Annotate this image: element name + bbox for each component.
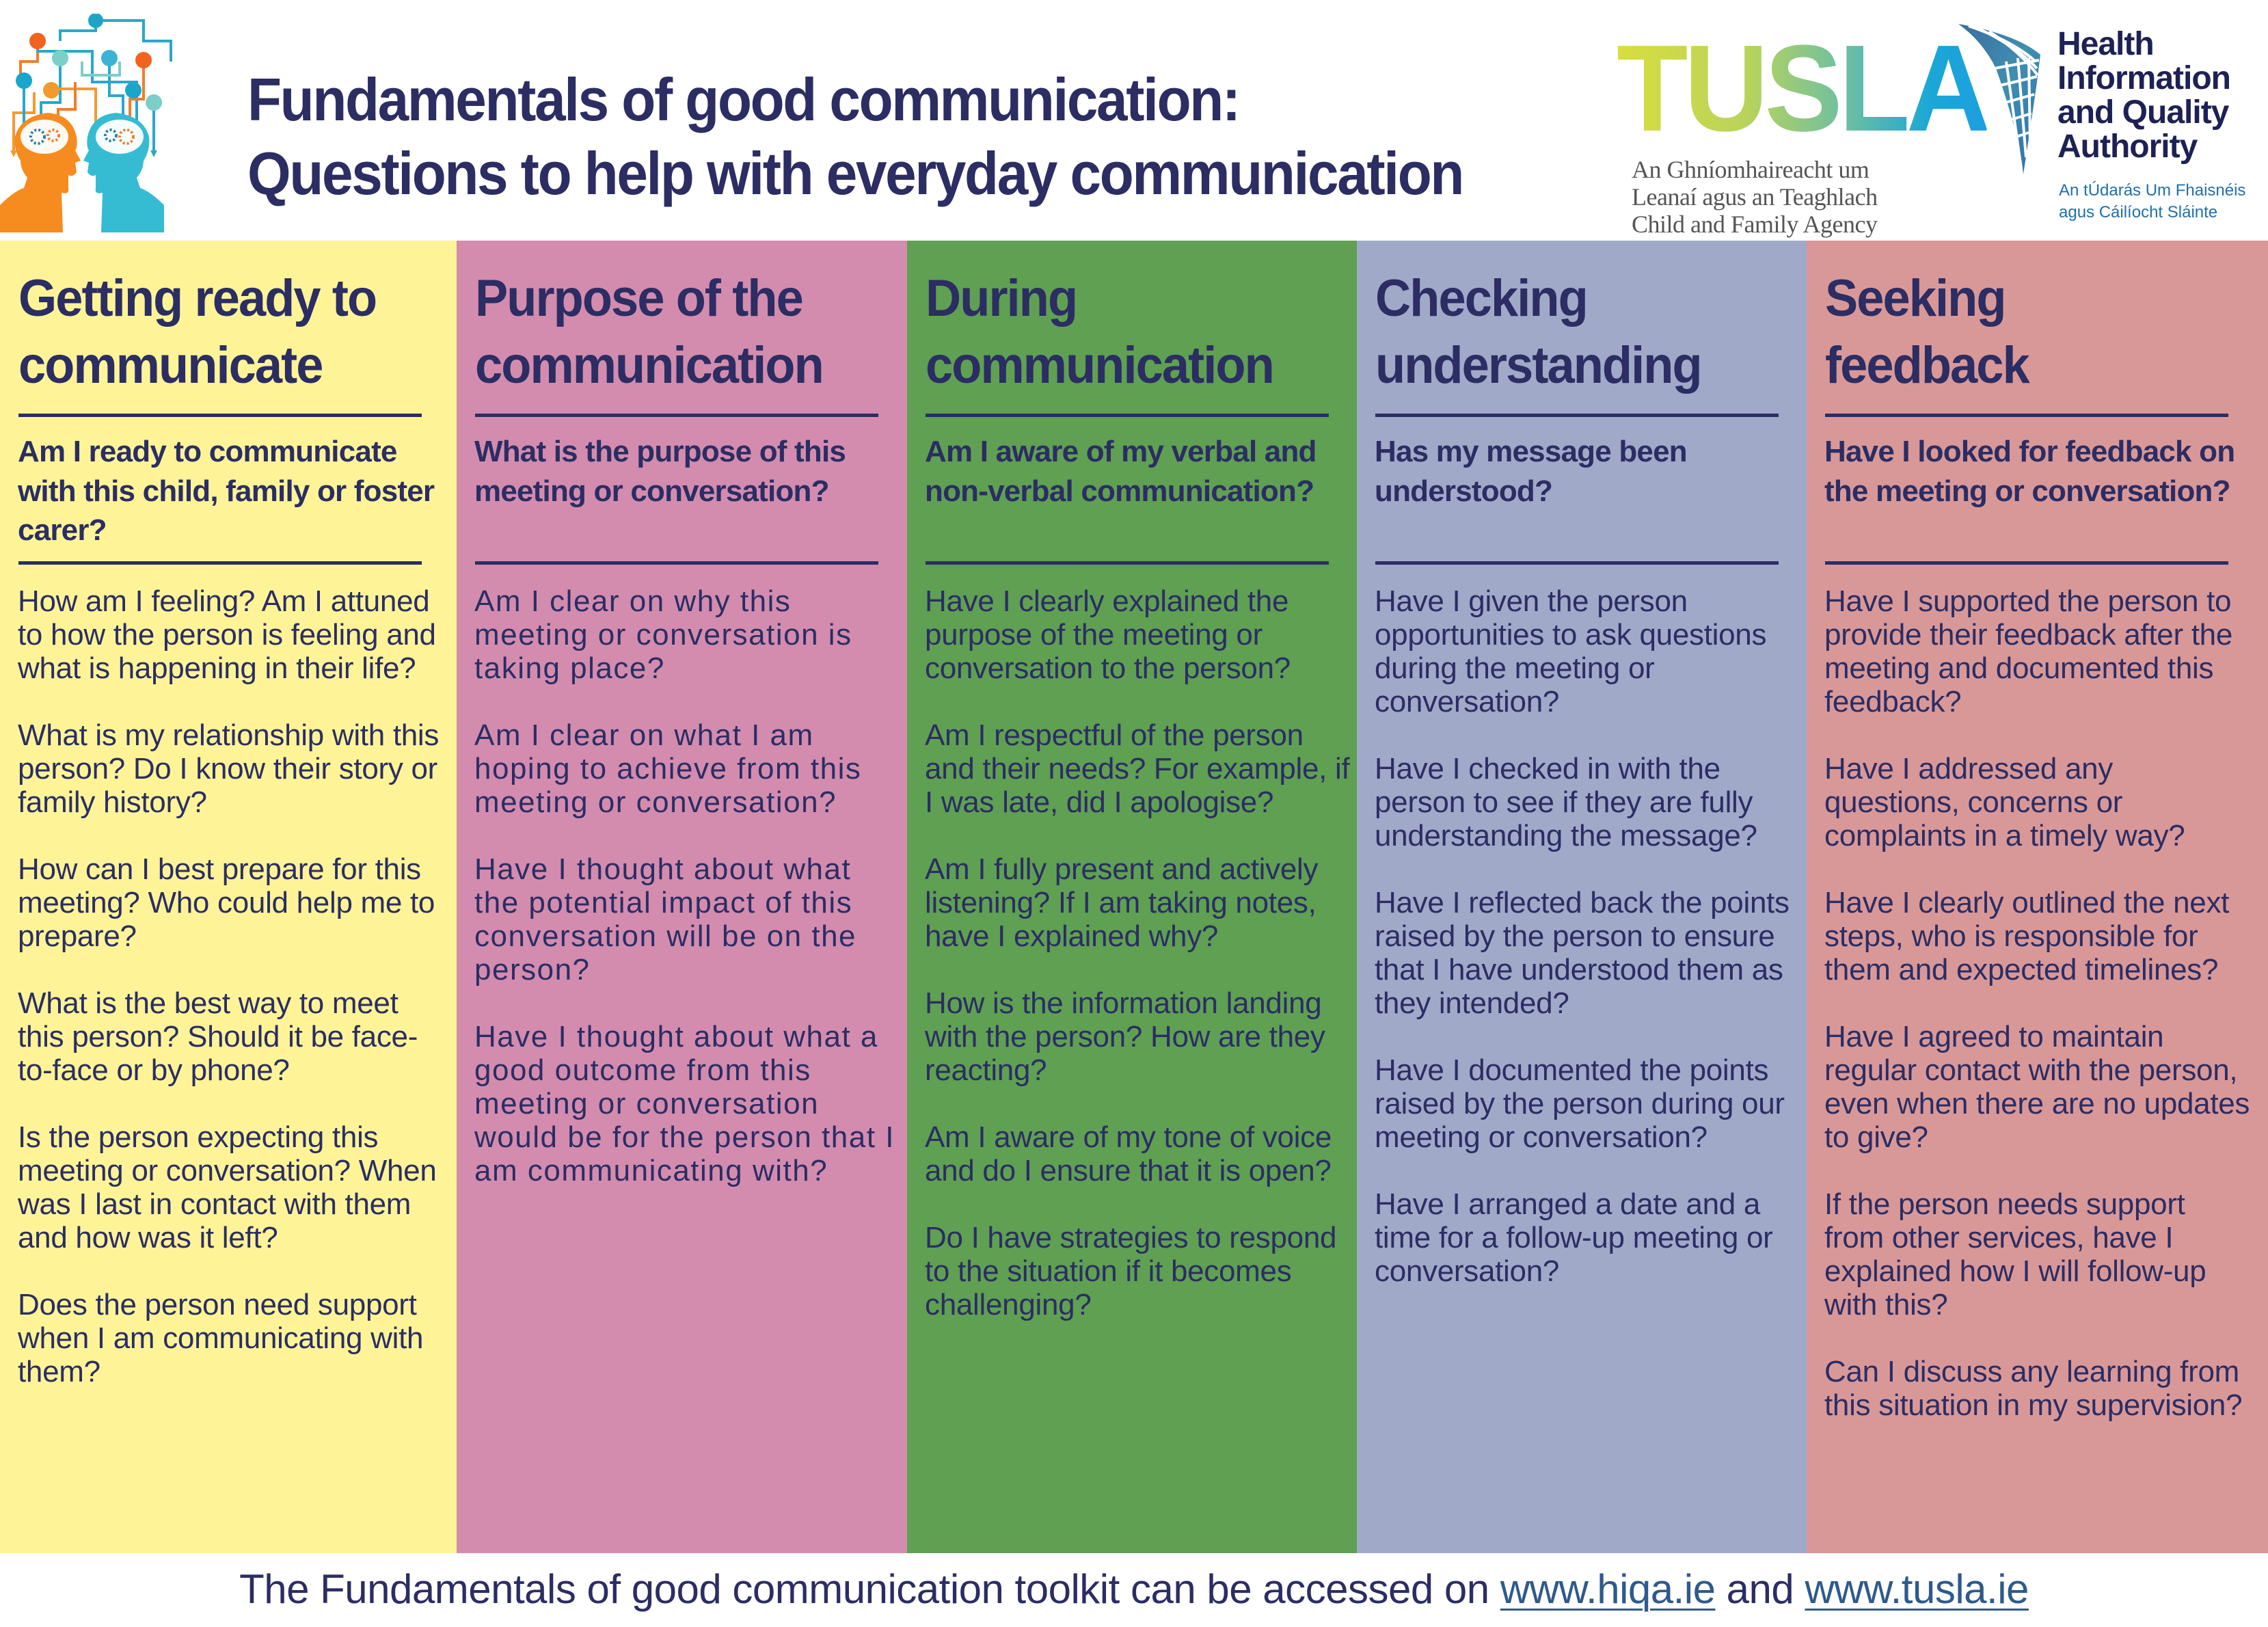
column-feedback: Seeking feedback Have I looked for feedb… [1807,241,2268,1553]
column-title-line-2: understanding [1375,336,1703,394]
hiqa-name-line-4: Authority [2057,129,2198,165]
question-item: Have I addressed any questions, concerns… [1824,752,2185,852]
divider [1375,414,1779,417]
tusla-wordmark: TUSLA [1617,20,1990,157]
tusla-logo: TUSLA An Ghníomhaireacht um Leanaí agus … [1617,27,1990,239]
hiqa-logo: Health Information and Quality Authority… [1955,21,2268,232]
column-checking: Checking understanding Has my message be… [1357,241,1807,1553]
column-subheading: Have I looked for feedback on the meetin… [1824,435,2235,508]
question-item: Have I thought about what a good outcome… [474,1020,895,1187]
column-title-line-1: Checking [1375,269,1589,327]
hiqa-name: Health Information and Quality Authority [2057,26,2231,165]
column-title: Seeking feedback [1825,265,2228,399]
question-item: Have I clearly outlined the next steps, … [1824,886,2230,986]
question-item: How is the information landing with the … [925,986,1325,1087]
question-item: How am I feeling? Am I attuned to how th… [18,584,436,685]
hiqa-name-line-1: Health [2057,26,2155,62]
question-item: Have I reflected back the points raised … [1375,886,1790,1020]
page-footer: The Fundamentals of good communication t… [0,1553,2268,1627]
column-title: Checking understanding [1375,265,1778,399]
question-item: Have I clearly explained the purpose of … [925,584,1291,685]
column-title-line-2: communicate [18,336,323,394]
divider [926,414,1329,417]
tusla-line-1: An Ghníomhaireacht um [1632,156,1869,183]
question-item: Am I respectful of the person and their … [925,718,1350,819]
column-subheading: Am I aware of my verbal and non-verbal c… [925,435,1317,508]
divider [475,414,878,417]
column-subheading: Am I ready to communicate with this chil… [18,435,435,547]
tusla-line-3: Child and Family Agency [1632,211,1878,238]
question-item: Am I fully present and actively listenin… [925,852,1319,953]
question-columns: Getting ready to communicate Am I ready … [0,241,2268,1553]
divider [926,561,1329,565]
question-item: Can I discuss any learning from this sit… [1824,1355,2243,1422]
tusla-subtitle: An Ghníomhaireacht um Leanaí agus an Tea… [1632,156,1878,238]
hiqa-irish-line-1: An tÚdarás Um Fhaisnéis [2059,181,2246,200]
divider [1375,561,1779,565]
question-item: What is the best way to meet this person… [18,986,418,1087]
column-purpose: Purpose of the communication What is the… [457,241,907,1553]
column-title-line-2: communication [475,336,824,394]
column-title: Getting ready to communicate [18,265,421,399]
column-subheading: Has my message been understood? [1375,435,1688,508]
hiqa-name-line-2: Information [2057,60,2231,96]
divider [18,414,422,417]
two-heads-network-icon [0,14,172,232]
column-title-line-1: Getting ready to [18,269,377,327]
title-line-2: Questions to help with everyday communic… [247,139,1464,207]
column-title: During communication [926,265,1328,399]
column-title-line-2: communication [926,336,1275,394]
question-item: Does the person need support when I am c… [18,1288,424,1388]
title-line-1: Fundamentals of good communication: [247,66,1241,133]
hiqa-name-line-3: and Quality [2057,94,2229,131]
question-item: If the person needs support from other s… [1824,1187,2206,1321]
page-header: Fundamentals of good communication: Ques… [0,0,2268,241]
question-item: Have I documented the points raised by t… [1375,1053,1785,1154]
question-item: Do I have strategies to respond to the s… [925,1221,1337,1321]
hiqa-irish-line-2: agus Cáilíocht Sláinte [2059,203,2218,221]
footer-text-before: The Fundamentals of good communication t… [239,1566,1500,1612]
divider [1825,561,2228,565]
question-list: Have I given the person opportunities to… [1375,584,1802,1321]
column-title-line-1: Purpose of the [475,269,804,327]
question-item: Have I supported the person to provide t… [1824,584,2232,718]
column-subheading: What is the purpose of this meeting or c… [474,435,846,508]
question-list: Have I supported the person to provide t… [1824,584,2252,1455]
page-title: Fundamentals of good communication: Ques… [247,63,1554,211]
question-list: Have I clearly explained the purpose of … [925,584,1352,1355]
question-item: Is the person expecting this meeting or … [18,1120,437,1254]
question-item: Am I aware of my tone of voice and do I … [925,1120,1332,1187]
question-item: Have I thought about what the potential … [474,852,857,986]
question-item: Have I agreed to maintain regular contac… [1824,1020,2250,1154]
hiqa-irish-name: An tÚdarás Um Fhaisnéis agus Cáilíocht S… [2059,180,2245,224]
column-getting-ready: Getting ready to communicate Am I ready … [0,241,457,1553]
tusla-line-2: Leanaí agus an Teaghlach [1632,183,1878,211]
hiqa-link[interactable]: www.hiqa.ie [1500,1566,1716,1612]
tusla-link[interactable]: www.tusla.ie [1805,1566,2029,1612]
footer-text: The Fundamentals of good communication t… [239,1565,2029,1613]
column-title-line-1: Seeking [1825,269,2006,327]
question-item: Have I checked in with the person to see… [1375,752,1757,852]
divider [475,561,878,565]
column-during: During communication Am I aware of my ve… [907,241,1357,1553]
question-item: How can I best prepare for this meeting?… [18,852,435,953]
question-item: What is my relationship with this person… [18,718,440,819]
column-title-line-1: During [926,269,1078,327]
footer-text-between: and [1715,1566,1805,1612]
column-title-line-2: feedback [1825,336,2030,394]
question-item: Have I given the person opportunities to… [1375,584,1767,718]
question-item: Have I arranged a date and a time for a … [1375,1187,1773,1288]
divider [1825,414,2228,417]
column-title: Purpose of the communication [475,265,878,399]
question-list: Am I clear on why this meeting or conver… [474,584,902,1221]
hiqa-grid-icon [1958,24,2040,174]
question-item: Am I clear on what I am hoping to achiev… [474,718,862,819]
question-item: Am I clear on why this meeting or conver… [474,584,852,685]
divider [18,561,422,565]
question-list: How am I feeling? Am I attuned to how th… [18,584,445,1422]
